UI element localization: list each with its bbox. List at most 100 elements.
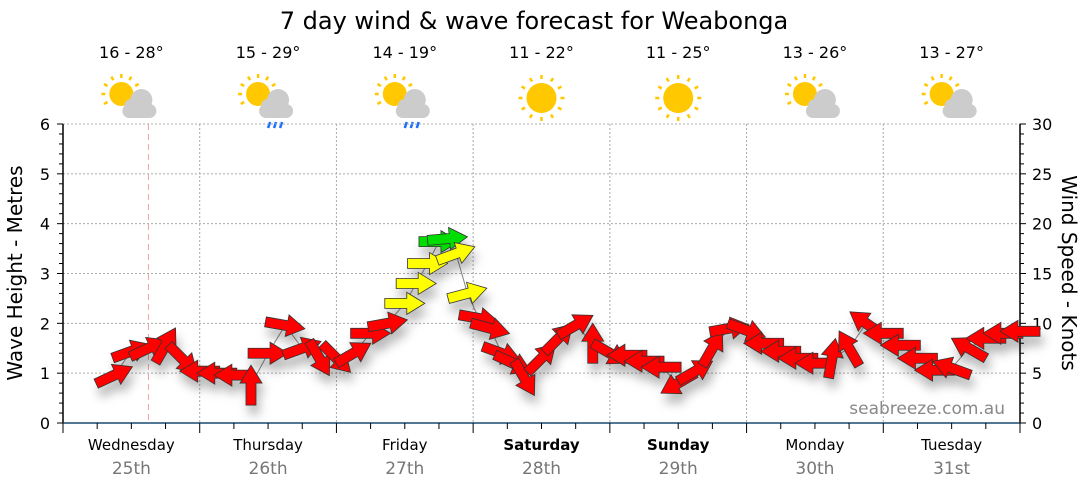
- sun-ray: [954, 82, 960, 88]
- axes: 0123456051015202530Wednesday25thThursday…: [40, 115, 1053, 479]
- y2-tick-label: 5: [1032, 364, 1042, 383]
- wind-arrow: [395, 271, 437, 296]
- date-label: 31st: [933, 459, 970, 479]
- date-label: 28th: [522, 459, 561, 479]
- sun-ray: [110, 76, 115, 81]
- sun: [109, 82, 134, 106]
- y2-tick-label: 20: [1032, 215, 1052, 234]
- showers-icon: [238, 74, 294, 129]
- wind-arrow: [932, 356, 973, 381]
- day-label: Monday: [785, 436, 844, 454]
- y-tick-label: 3: [40, 265, 50, 284]
- sun-ray: [520, 85, 526, 90]
- y-tick-label: 4: [40, 215, 50, 234]
- sun-ray: [923, 82, 929, 88]
- wind-arrow: [697, 330, 724, 369]
- day-label: Tuesday: [920, 436, 982, 454]
- sun-ray: [528, 77, 534, 83]
- partly-cloudy-icon: [921, 74, 977, 118]
- sun: [792, 82, 817, 106]
- sun-ray: [383, 76, 388, 81]
- cloud-base: [942, 104, 977, 118]
- sun-ray: [818, 82, 823, 88]
- sun-ray: [376, 100, 382, 106]
- sun-ray: [240, 82, 245, 88]
- sun-ray: [528, 113, 534, 119]
- wind-arrow: [862, 321, 904, 346]
- sun-ray: [665, 113, 670, 119]
- temp-range: 13 - 26°: [783, 43, 848, 62]
- y-tick-label: 5: [40, 165, 50, 184]
- wind-arrow: [384, 291, 426, 316]
- sun-ray: [786, 100, 792, 106]
- y-tick-label: 0: [40, 414, 50, 433]
- sun-ray: [557, 106, 563, 111]
- day-label: Sunday: [647, 436, 710, 454]
- wind-arrow: [333, 342, 372, 369]
- partly-cloudy-icon: [784, 74, 840, 118]
- wind-arrow: [879, 333, 921, 357]
- wind-arrows: [93, 226, 1041, 406]
- sun-ray: [811, 76, 817, 81]
- sun-ray: [665, 77, 670, 83]
- sun-ray: [786, 82, 792, 88]
- rain-drop: [272, 121, 278, 129]
- rain-drop: [278, 121, 284, 129]
- sun-ray: [923, 100, 929, 106]
- y2-axis-label: Wind Speed - Knots: [1057, 175, 1080, 371]
- wind-arrow: [896, 346, 938, 370]
- wind-arrow: [950, 337, 990, 364]
- rain-drop: [409, 121, 414, 129]
- sun-ray: [376, 82, 382, 88]
- sun-ray: [549, 113, 555, 119]
- wind-arrow: [264, 314, 306, 338]
- sun-ray: [408, 82, 413, 88]
- sun-ray: [657, 106, 663, 111]
- wind-arrow: [239, 364, 263, 406]
- rain-drop: [266, 121, 272, 129]
- date-label: 29th: [659, 459, 698, 479]
- rain-drop: [403, 121, 408, 129]
- date-label: 25th: [112, 459, 151, 479]
- y2-tick-label: 0: [1032, 414, 1042, 433]
- sun-ray: [694, 85, 699, 90]
- wind-arrow: [674, 360, 714, 387]
- day-label: Saturday: [503, 436, 580, 454]
- sun-ray: [134, 82, 140, 88]
- wind-arrow: [304, 337, 331, 377]
- y-tick-label: 1: [40, 364, 50, 383]
- temp-range: 11 - 22°: [509, 43, 574, 62]
- wind-arrow: [640, 355, 682, 379]
- sun-ray: [271, 82, 277, 88]
- date-label: 26th: [249, 459, 288, 479]
- y-axis-label: Wave Height - Metres: [3, 165, 27, 380]
- sun-ray: [793, 76, 799, 81]
- y2-tick-label: 25: [1032, 165, 1052, 184]
- cloud-base: [805, 104, 840, 118]
- wind-arrow: [555, 314, 594, 341]
- chart-title: 7 day wind & wave forecast for Weabonga: [280, 7, 789, 35]
- y2-tick-label: 30: [1032, 115, 1052, 134]
- date-label: 30th: [795, 459, 834, 479]
- sun-ray: [264, 76, 270, 81]
- watermark: seabreeze.com.au: [849, 399, 1005, 419]
- y2-tick-label: 15: [1032, 265, 1052, 284]
- wind-arrow: [999, 319, 1041, 344]
- rain-drop: [415, 121, 420, 129]
- y-tick-label: 2: [40, 314, 50, 333]
- sun-ray: [246, 76, 252, 81]
- sun: [929, 82, 954, 106]
- cloud-base: [122, 104, 157, 118]
- sun-ray: [549, 77, 555, 83]
- sun: [246, 82, 271, 106]
- sunny-icon: [655, 75, 702, 121]
- sun-ray: [686, 113, 691, 119]
- sun: [663, 83, 694, 113]
- sun-ray: [930, 76, 935, 81]
- wind-arrow: [446, 281, 488, 305]
- wind-arrow: [366, 311, 409, 335]
- temp-range: 11 - 25°: [646, 43, 711, 62]
- day-label: Wednesday: [88, 436, 175, 454]
- sun-ray: [657, 85, 663, 90]
